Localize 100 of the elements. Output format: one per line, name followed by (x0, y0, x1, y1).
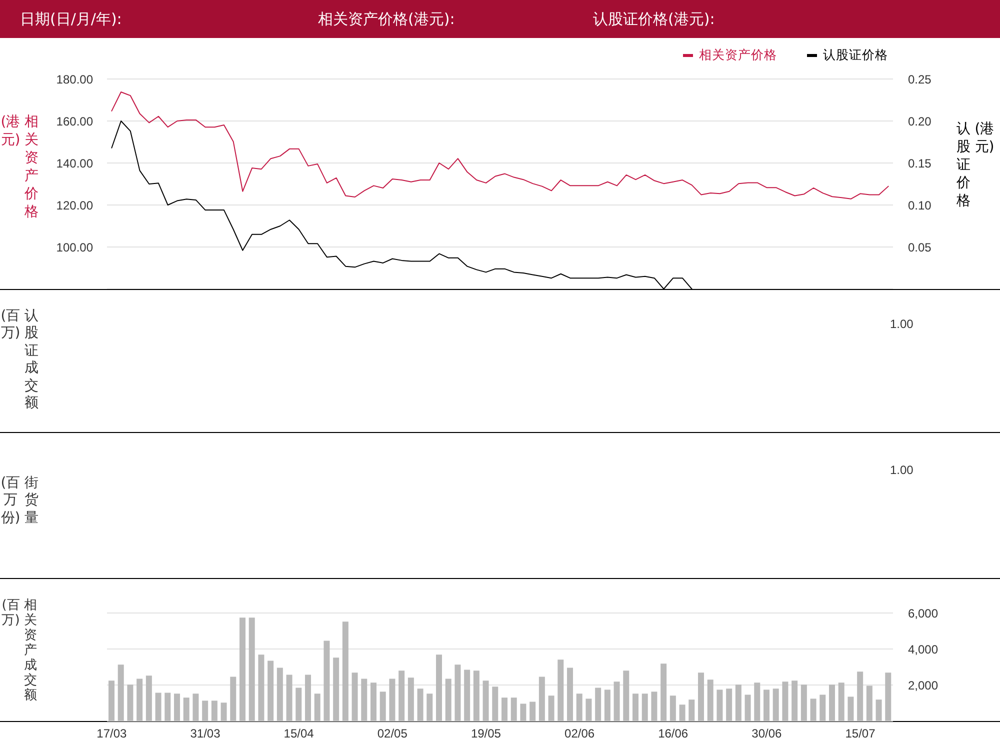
bar (155, 692, 162, 721)
bar (885, 672, 892, 721)
bar (464, 670, 470, 721)
bar (239, 618, 246, 721)
bar (679, 704, 686, 721)
bar (314, 694, 320, 721)
y2-tick-label: 0.10 (908, 198, 932, 212)
text: 1.00 (890, 317, 914, 331)
x-tick-label: 30/06 (752, 726, 782, 741)
bar (782, 682, 788, 721)
bar (586, 698, 592, 721)
y2-tick-label: 0.15 (908, 156, 932, 170)
bar (632, 694, 638, 721)
bar (108, 680, 114, 721)
bar (716, 690, 723, 721)
y-tick-label: 4,000 (908, 642, 938, 656)
text: 认股证价格(港元): (593, 9, 715, 30)
bar (304, 674, 311, 721)
bar (473, 670, 480, 721)
bar (800, 684, 807, 721)
legend-label: 相关资产价格 (699, 47, 777, 62)
text: 认股证成交额(百万) (0, 308, 38, 411)
bar (763, 690, 770, 721)
text: 日期(日/月/年): (20, 9, 122, 30)
bar (510, 698, 517, 721)
bar (876, 700, 882, 721)
bar (417, 688, 424, 721)
bar (558, 660, 564, 721)
x-tick-label: 02/06 (564, 726, 595, 741)
bar (286, 674, 292, 721)
y2-tick-label: 0.05 (908, 240, 932, 254)
bar (623, 670, 630, 721)
bar (398, 670, 405, 721)
bar (352, 672, 358, 721)
line-series (111, 92, 889, 200)
bar (501, 698, 508, 721)
y2-tick-label: 0.25 (908, 72, 932, 86)
x-tick-label: 17/03 (96, 726, 128, 741)
y-tick-label: 100.00 (56, 240, 94, 254)
bar (174, 694, 180, 721)
bar (127, 684, 134, 721)
bar (642, 694, 648, 721)
bar (118, 664, 124, 721)
bar (866, 686, 872, 721)
text: 街货量(百万份) (0, 474, 38, 526)
bar (735, 684, 742, 721)
x-tick-label: 02/05 (377, 726, 408, 741)
y-tick-label: 120.00 (56, 198, 94, 212)
bar (192, 694, 199, 721)
legend-label: 认股证价格 (823, 47, 888, 62)
bar (436, 654, 442, 721)
x-tick-label: 19/05 (470, 726, 502, 741)
bar (296, 688, 302, 721)
bar (595, 688, 602, 721)
y-tick-label: 2,000 (908, 678, 938, 692)
bar (276, 668, 283, 721)
text: 相关资产成交额(百万) (2, 598, 37, 702)
text: 1.00 (890, 463, 914, 477)
bar (698, 672, 704, 721)
bar (380, 692, 386, 721)
bar (324, 640, 330, 721)
y-tick-label: 160.00 (56, 114, 94, 128)
bar (838, 682, 844, 721)
bar (408, 678, 414, 721)
bar (576, 694, 582, 721)
bar (810, 698, 816, 721)
bar (520, 704, 526, 721)
bar (688, 700, 695, 721)
bar (828, 684, 835, 721)
bar (566, 668, 573, 721)
bar (754, 682, 760, 721)
y-tick-label: 180.00 (56, 72, 94, 86)
bar (202, 700, 208, 721)
bar (220, 702, 227, 721)
bar (726, 688, 732, 721)
bar (848, 696, 854, 721)
bar (248, 618, 255, 721)
bar (820, 694, 826, 721)
bar (772, 688, 779, 721)
bar (660, 664, 667, 721)
bar (857, 672, 864, 721)
bar (164, 692, 171, 721)
bar (230, 676, 236, 721)
bar (258, 654, 264, 721)
x-tick-label: 16/06 (658, 726, 688, 741)
bar (454, 664, 461, 721)
y-tick-label: 140.00 (56, 156, 94, 170)
bar (707, 680, 714, 721)
text: 认股证价格(港元) (956, 121, 994, 209)
bar (548, 696, 554, 721)
bar (333, 658, 340, 721)
x-tick-label: 15/04 (284, 726, 314, 741)
y2-tick-label: 0.20 (908, 114, 932, 128)
bar (136, 678, 143, 721)
bar (482, 680, 489, 721)
bar (530, 702, 536, 721)
bar (670, 696, 676, 721)
bar (361, 678, 368, 721)
y-tick-label: 6,000 (908, 606, 938, 620)
bar (426, 694, 433, 721)
